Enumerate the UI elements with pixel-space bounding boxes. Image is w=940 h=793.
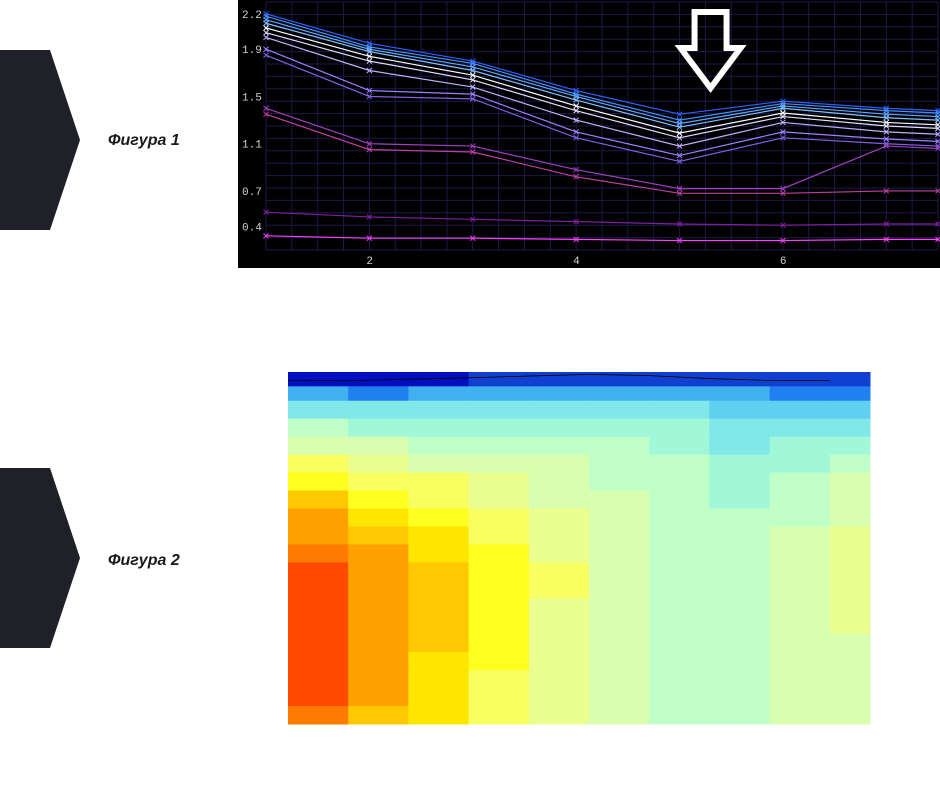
svg-text:6: 6 (780, 256, 787, 268)
line-chart-panel: 0.4 0.7 1.1 1.5 1.9 2.2 2 4 6 (238, 0, 940, 268)
contour-chart-panel (238, 350, 940, 730)
figure-2-label: Фигура 2 (108, 552, 180, 570)
svg-text:0.7: 0.7 (242, 187, 262, 199)
svg-text:0.4: 0.4 (242, 222, 262, 234)
svg-text:2.2: 2.2 (242, 10, 262, 22)
pentagon-marker-2 (0, 468, 80, 648)
pentagon-marker-1 (0, 50, 80, 230)
figure-1-label: Фигура 1 (108, 132, 180, 150)
svg-text:2: 2 (366, 256, 373, 268)
svg-text:1.5: 1.5 (242, 92, 262, 104)
noise-strip (238, 770, 940, 788)
svg-text:4: 4 (573, 256, 580, 268)
svg-text:1.1: 1.1 (242, 140, 262, 152)
svg-text:1.9: 1.9 (242, 45, 262, 57)
